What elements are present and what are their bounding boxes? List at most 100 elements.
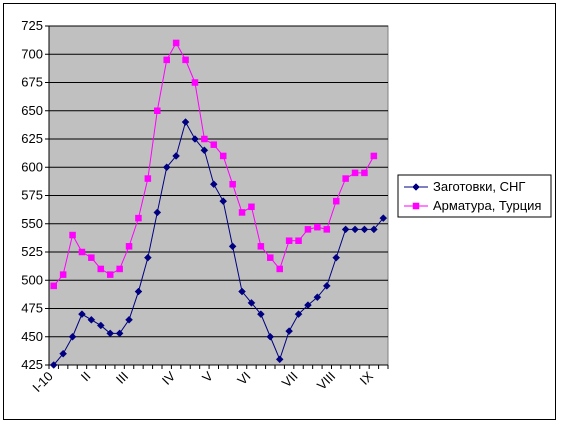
series-1-point	[322, 282, 331, 290]
y-tick-label: 725	[21, 18, 43, 33]
series-1-point	[78, 310, 86, 319]
y-tick-label: 575	[21, 188, 43, 203]
series-2-point	[351, 169, 359, 177]
legend-entry: Арматура, Турция	[404, 198, 541, 213]
series-2-point	[97, 265, 105, 273]
series-2-point	[238, 209, 246, 216]
series-2-point	[135, 214, 142, 222]
series-1-point	[379, 214, 388, 222]
y-tick-label: 625	[21, 131, 43, 146]
series-2-point	[201, 135, 208, 143]
series-1-point	[59, 349, 67, 358]
axes: 425 450 475 500 525 550 575 600 625 650 675 700 725 I…	[21, 18, 389, 395]
legend-entry: Заготовки, СНГ	[404, 179, 525, 194]
series-2-point	[257, 243, 265, 250]
series-2-point	[182, 56, 189, 64]
series-2-point	[361, 169, 368, 177]
series-2-point	[191, 79, 199, 86]
series-2-point	[370, 152, 378, 160]
diamond-marker-icon	[412, 183, 420, 191]
series-2-point	[78, 248, 86, 256]
series-1-point	[370, 225, 378, 234]
series-1-point	[257, 310, 265, 319]
series-1-point	[304, 301, 312, 309]
series-1-point	[341, 225, 350, 234]
series-1-point	[153, 208, 162, 217]
series-1-point	[144, 253, 152, 262]
series-1-point	[209, 180, 218, 189]
series-1-point	[266, 332, 275, 341]
series-1-point	[219, 197, 228, 206]
series-2-point	[219, 152, 227, 160]
x-tick-label: IV	[159, 368, 179, 388]
series-1-point	[96, 321, 105, 330]
series-2-point	[144, 175, 152, 182]
series-2-point	[125, 243, 133, 250]
series-1-point	[181, 118, 190, 126]
series-1-point	[134, 287, 143, 296]
y-tick-label: 550	[21, 216, 43, 231]
series-1-point	[351, 225, 359, 234]
series-2-point	[59, 271, 67, 278]
y-tick-label: 475	[21, 301, 43, 316]
series-1-point	[191, 135, 199, 143]
series-1-point	[49, 361, 58, 369]
series-1-point	[313, 293, 322, 302]
series-2-point	[210, 141, 218, 148]
y-tick-label: 450	[21, 329, 43, 344]
series-2	[50, 39, 378, 290]
series-1-point	[360, 225, 369, 234]
series-1-point	[275, 355, 284, 364]
x-tick-label: VI	[234, 369, 253, 388]
y-tick-label: 425	[21, 357, 43, 372]
x-tick-label: VII	[279, 369, 301, 391]
legend: Заготовки, СНГ Арматура, Турция	[397, 174, 552, 218]
series-1-point	[285, 327, 293, 335]
x-tick-label: V	[199, 368, 216, 385]
series-1-point	[228, 242, 237, 251]
series-1-point	[332, 253, 341, 262]
x-tick-label: VIII	[314, 369, 338, 393]
legend-box	[397, 174, 552, 218]
series-2-point	[314, 223, 321, 231]
y-tick-label: 675	[21, 75, 43, 90]
series-1-point	[68, 332, 77, 341]
series-2-point	[88, 254, 95, 261]
series-1-point	[200, 146, 209, 155]
series-1-point	[294, 310, 303, 319]
series-1	[49, 118, 388, 369]
series-2-point	[332, 197, 340, 205]
y-tick-label: 525	[21, 244, 43, 259]
series-2-point	[69, 231, 76, 239]
legend-label: Заготовки, СНГ	[433, 179, 525, 194]
series-2-point	[267, 254, 274, 261]
series-1-point	[162, 163, 171, 172]
y-tick-label: 600	[21, 159, 43, 174]
series-1-point	[125, 315, 133, 324]
series-2-point	[106, 271, 114, 278]
x-tick-label: IX	[357, 368, 377, 388]
legend-label: Арматура, Турция	[433, 198, 541, 213]
square-marker-icon	[412, 202, 420, 210]
series-2-point	[295, 237, 302, 244]
series-2-point	[276, 265, 283, 273]
series-group	[49, 39, 388, 369]
y-tick-label: 650	[21, 103, 43, 118]
series-2-point	[229, 180, 236, 188]
series-1-point	[238, 287, 246, 296]
series-2-point	[163, 56, 170, 64]
series-2-point	[285, 237, 293, 244]
series-2-point	[154, 107, 161, 114]
series-1-point	[172, 152, 180, 160]
x-tick-label: II	[78, 369, 94, 385]
series-1-point	[106, 329, 115, 338]
series-2-point	[50, 282, 57, 290]
x-tick-label: I-10	[29, 369, 55, 395]
y-tick-label: 500	[21, 272, 43, 287]
series-1-point	[247, 298, 256, 307]
series-1-point	[87, 315, 96, 324]
series-2-point	[323, 226, 331, 233]
gridlines	[49, 25, 388, 366]
x-tick-label: III	[113, 369, 131, 387]
